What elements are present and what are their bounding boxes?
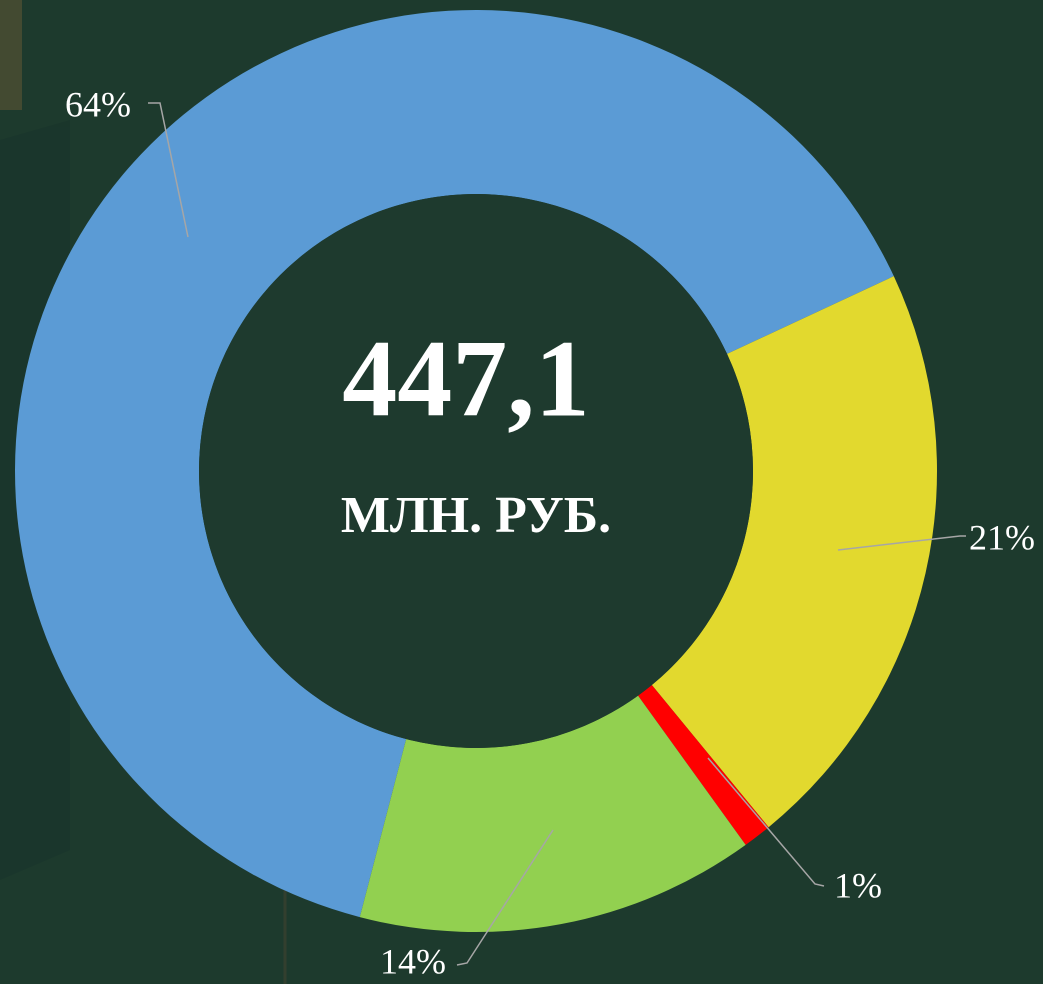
donut-hole — [199, 194, 753, 748]
slide: 447,1 МЛН. РУБ. 64% 21% 1% 14% — [0, 0, 1043, 984]
center-value: 447,1 — [342, 317, 590, 439]
data-label: 21% — [969, 517, 1035, 557]
data-label: 64% — [65, 84, 131, 124]
data-label: 1% — [834, 865, 882, 905]
center-unit: МЛН. РУБ. — [341, 487, 611, 544]
frame-edge — [0, 0, 22, 110]
data-label: 14% — [380, 941, 446, 981]
